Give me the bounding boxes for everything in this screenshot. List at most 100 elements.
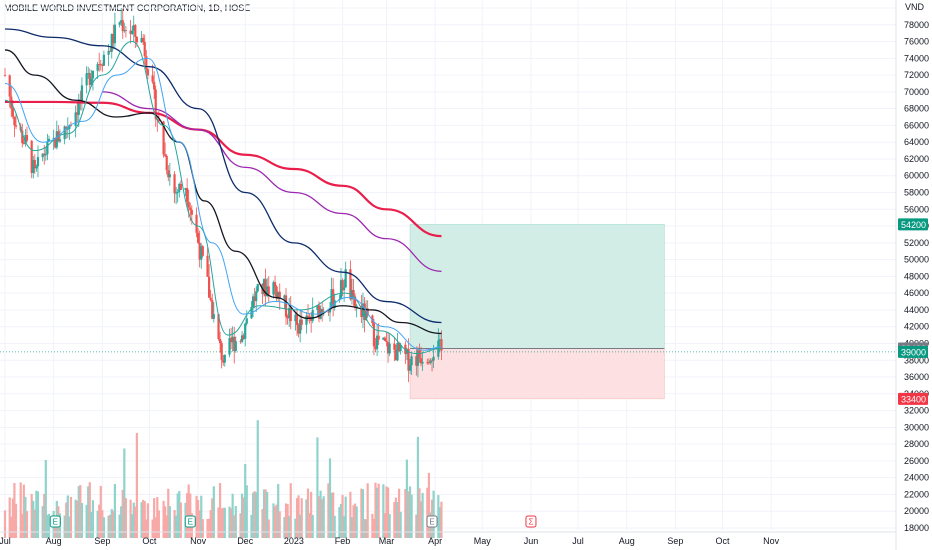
position-tool [0,224,896,400]
candle-body [98,64,101,65]
volume-bar [305,499,308,538]
candle-body [145,56,148,70]
candle-body [229,338,233,343]
candle-body [33,159,36,169]
volume-bar [440,501,443,538]
volume-bar [229,508,233,538]
volume-bar [275,504,278,538]
candle-body [305,315,308,325]
volume-bar [132,502,135,538]
volume-bar [294,518,297,538]
candle-body [79,99,82,101]
candle-body [416,350,420,366]
candle-body [245,318,248,324]
event-marker[interactable] [426,515,438,528]
candle-body [272,282,275,295]
volume-bar [253,491,256,538]
time-axis: Jul Aug Sep Oct Nov Dec 2023 Feb Mar Apr May Jun Jul… [0,531,896,546]
candle-body [154,89,157,120]
event-marker[interactable] [525,515,537,528]
candle-body [112,33,115,44]
y-tick-label: 46000 [904,288,929,298]
candle-body [167,170,170,178]
y-tick-label: 20000 [904,506,929,516]
volume-bar [261,509,264,538]
candle-body [415,356,418,366]
candle-body [374,346,377,350]
event-marker[interactable] [184,515,196,528]
volume-bar [135,432,138,538]
volume-bar [24,496,27,538]
volume-bar [110,509,113,538]
volume-bar [418,488,421,538]
volume-bar [76,500,79,538]
profit-zone[interactable] [409,224,665,349]
y-tick-label: 76000 [904,37,929,47]
candle-body [168,174,171,178]
candle-body [264,279,267,297]
volume-bar [239,513,242,538]
volume-bar [343,516,346,538]
y-tick-label: 42000 [904,322,929,332]
y-tick-label: 62000 [904,154,929,164]
volume-bar [30,493,33,538]
event-marker-label: E [188,518,193,527]
candle-body [377,335,380,340]
volume-bar [408,486,412,538]
volume-bar [242,497,245,538]
x-tick-label: Sep [94,536,110,546]
volume-bar [41,506,44,538]
volume-bar [396,502,399,538]
volume-bar [341,494,344,538]
volume-bar [427,472,430,538]
volume-bar [366,483,369,538]
currency-label: VND [905,2,925,12]
candle-body [96,64,99,71]
volume-bar [272,503,275,538]
volume-bar [426,487,429,538]
y-tick-label: 38000 [904,355,929,365]
volume-bar [333,515,336,538]
candle-body [102,54,106,66]
candle-body [66,128,69,130]
y-tick-label: 58000 [904,188,929,198]
candle-body [146,69,149,76]
candle-body [113,24,116,44]
loss-zone[interactable] [409,348,665,400]
volume-bar [74,499,77,538]
volume-bar [165,515,168,538]
candle-body [76,112,79,115]
volume-bar [178,491,181,538]
candle-body [386,342,390,354]
y-tick-label: 30000 [904,422,929,432]
x-tick-label: Sep [667,536,683,546]
price-badge-label: 54200 [901,220,926,230]
candle-body [74,112,77,126]
volume-bar [371,513,374,538]
volume-bar [299,514,302,538]
volume-bar [316,437,319,538]
volume-bar [43,493,46,538]
x-tick-label: Mar [379,536,395,546]
candle-body [440,339,443,351]
candle-body [327,311,330,313]
candle-body [262,279,266,295]
candle-body [80,85,84,101]
candle-body [77,99,80,115]
x-tick-label: Aug [619,536,635,546]
x-tick-label: Dec [237,536,254,546]
candle-body [44,154,47,156]
volume-bar [88,482,91,538]
volume-bar [286,504,289,538]
candle-body [366,308,369,316]
x-tick-label: Oct [715,536,730,546]
volume-bar [339,503,343,538]
volume-bar [134,506,137,538]
moving-average-line-3 [4,28,442,324]
candle-body [300,319,303,325]
event-marker[interactable] [49,515,61,528]
volume-bar [251,492,255,538]
candle-body [255,291,258,302]
volume-bar [36,491,40,538]
